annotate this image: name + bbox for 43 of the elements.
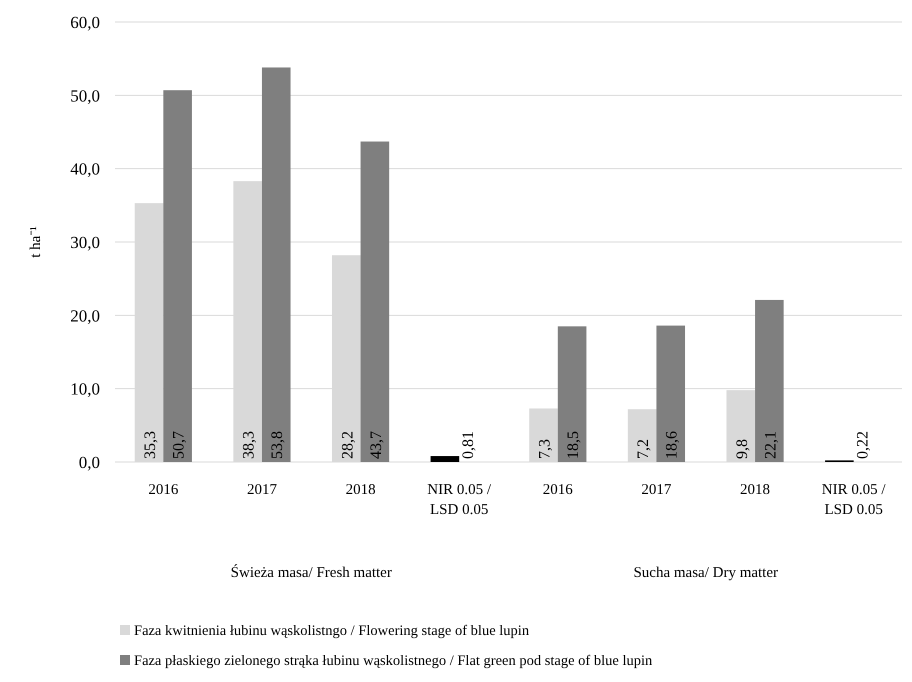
bar [755, 300, 784, 462]
x-tick-label: 2018 [346, 482, 376, 498]
x-tick-label: 2017 [641, 482, 672, 498]
data-label: 9,8 [734, 439, 751, 459]
bar [656, 326, 686, 462]
data-label: 53,8 [269, 431, 286, 459]
data-label: 43,7 [368, 431, 385, 459]
data-label: 7,2 [635, 439, 652, 459]
y-tick-label: 40,0 [70, 160, 100, 179]
bar [628, 409, 656, 462]
y-tick-label: 10,0 [70, 380, 100, 399]
text: Świeża masa/ Fresh matter [230, 564, 392, 581]
bar [163, 90, 192, 462]
y-tick-label: 20,0 [70, 306, 100, 326]
data-label: 28,2 [339, 431, 356, 459]
y-tick-label: 60,0 [70, 12, 100, 32]
data-label: 50,7 [170, 431, 188, 459]
x-tick-label: 2016 [542, 482, 574, 498]
data-label: 18,6 [664, 431, 681, 459]
legend-label: Faza kwitnienia łubinu wąskolistngo / Flowering stage of blue lupin [134, 623, 530, 640]
data-label: 7,3 [536, 439, 554, 459]
data-label: 18,5 [565, 431, 582, 459]
x-tick-label: 2018 [740, 482, 770, 498]
data-label: 38,3 [240, 431, 258, 459]
bar [558, 326, 586, 462]
data-label: 35,3 [142, 431, 160, 459]
x-tick-label: NIR 0.05 / LSD 0.05 [822, 482, 886, 518]
bar [430, 456, 460, 462]
y-tick-label: 0,0 [78, 452, 100, 472]
bar [360, 142, 390, 462]
data-label: 22,1 [762, 431, 780, 459]
x-tick-label: 2017 [246, 482, 278, 498]
legend-label: Faza płaskiego zielonego strąka łubinu wąskolistnego / Flat green pod stage of blue lupin [134, 653, 654, 670]
x-tick-label: 2016 [148, 482, 179, 498]
y-axis-title: t ha⁻¹ [28, 226, 44, 258]
x-tick-label: NIR 0.05 / LSD 0.05 [427, 482, 492, 518]
bar [529, 408, 558, 462]
data-label: 0,22 [854, 431, 872, 459]
y-tick-label: 50,0 [70, 86, 100, 106]
bar [262, 67, 291, 462]
data-label: 0,81 [460, 431, 478, 459]
y-tick-label: 30,0 [70, 232, 100, 252]
text: Sucha masa/ Dry matter [633, 565, 778, 581]
